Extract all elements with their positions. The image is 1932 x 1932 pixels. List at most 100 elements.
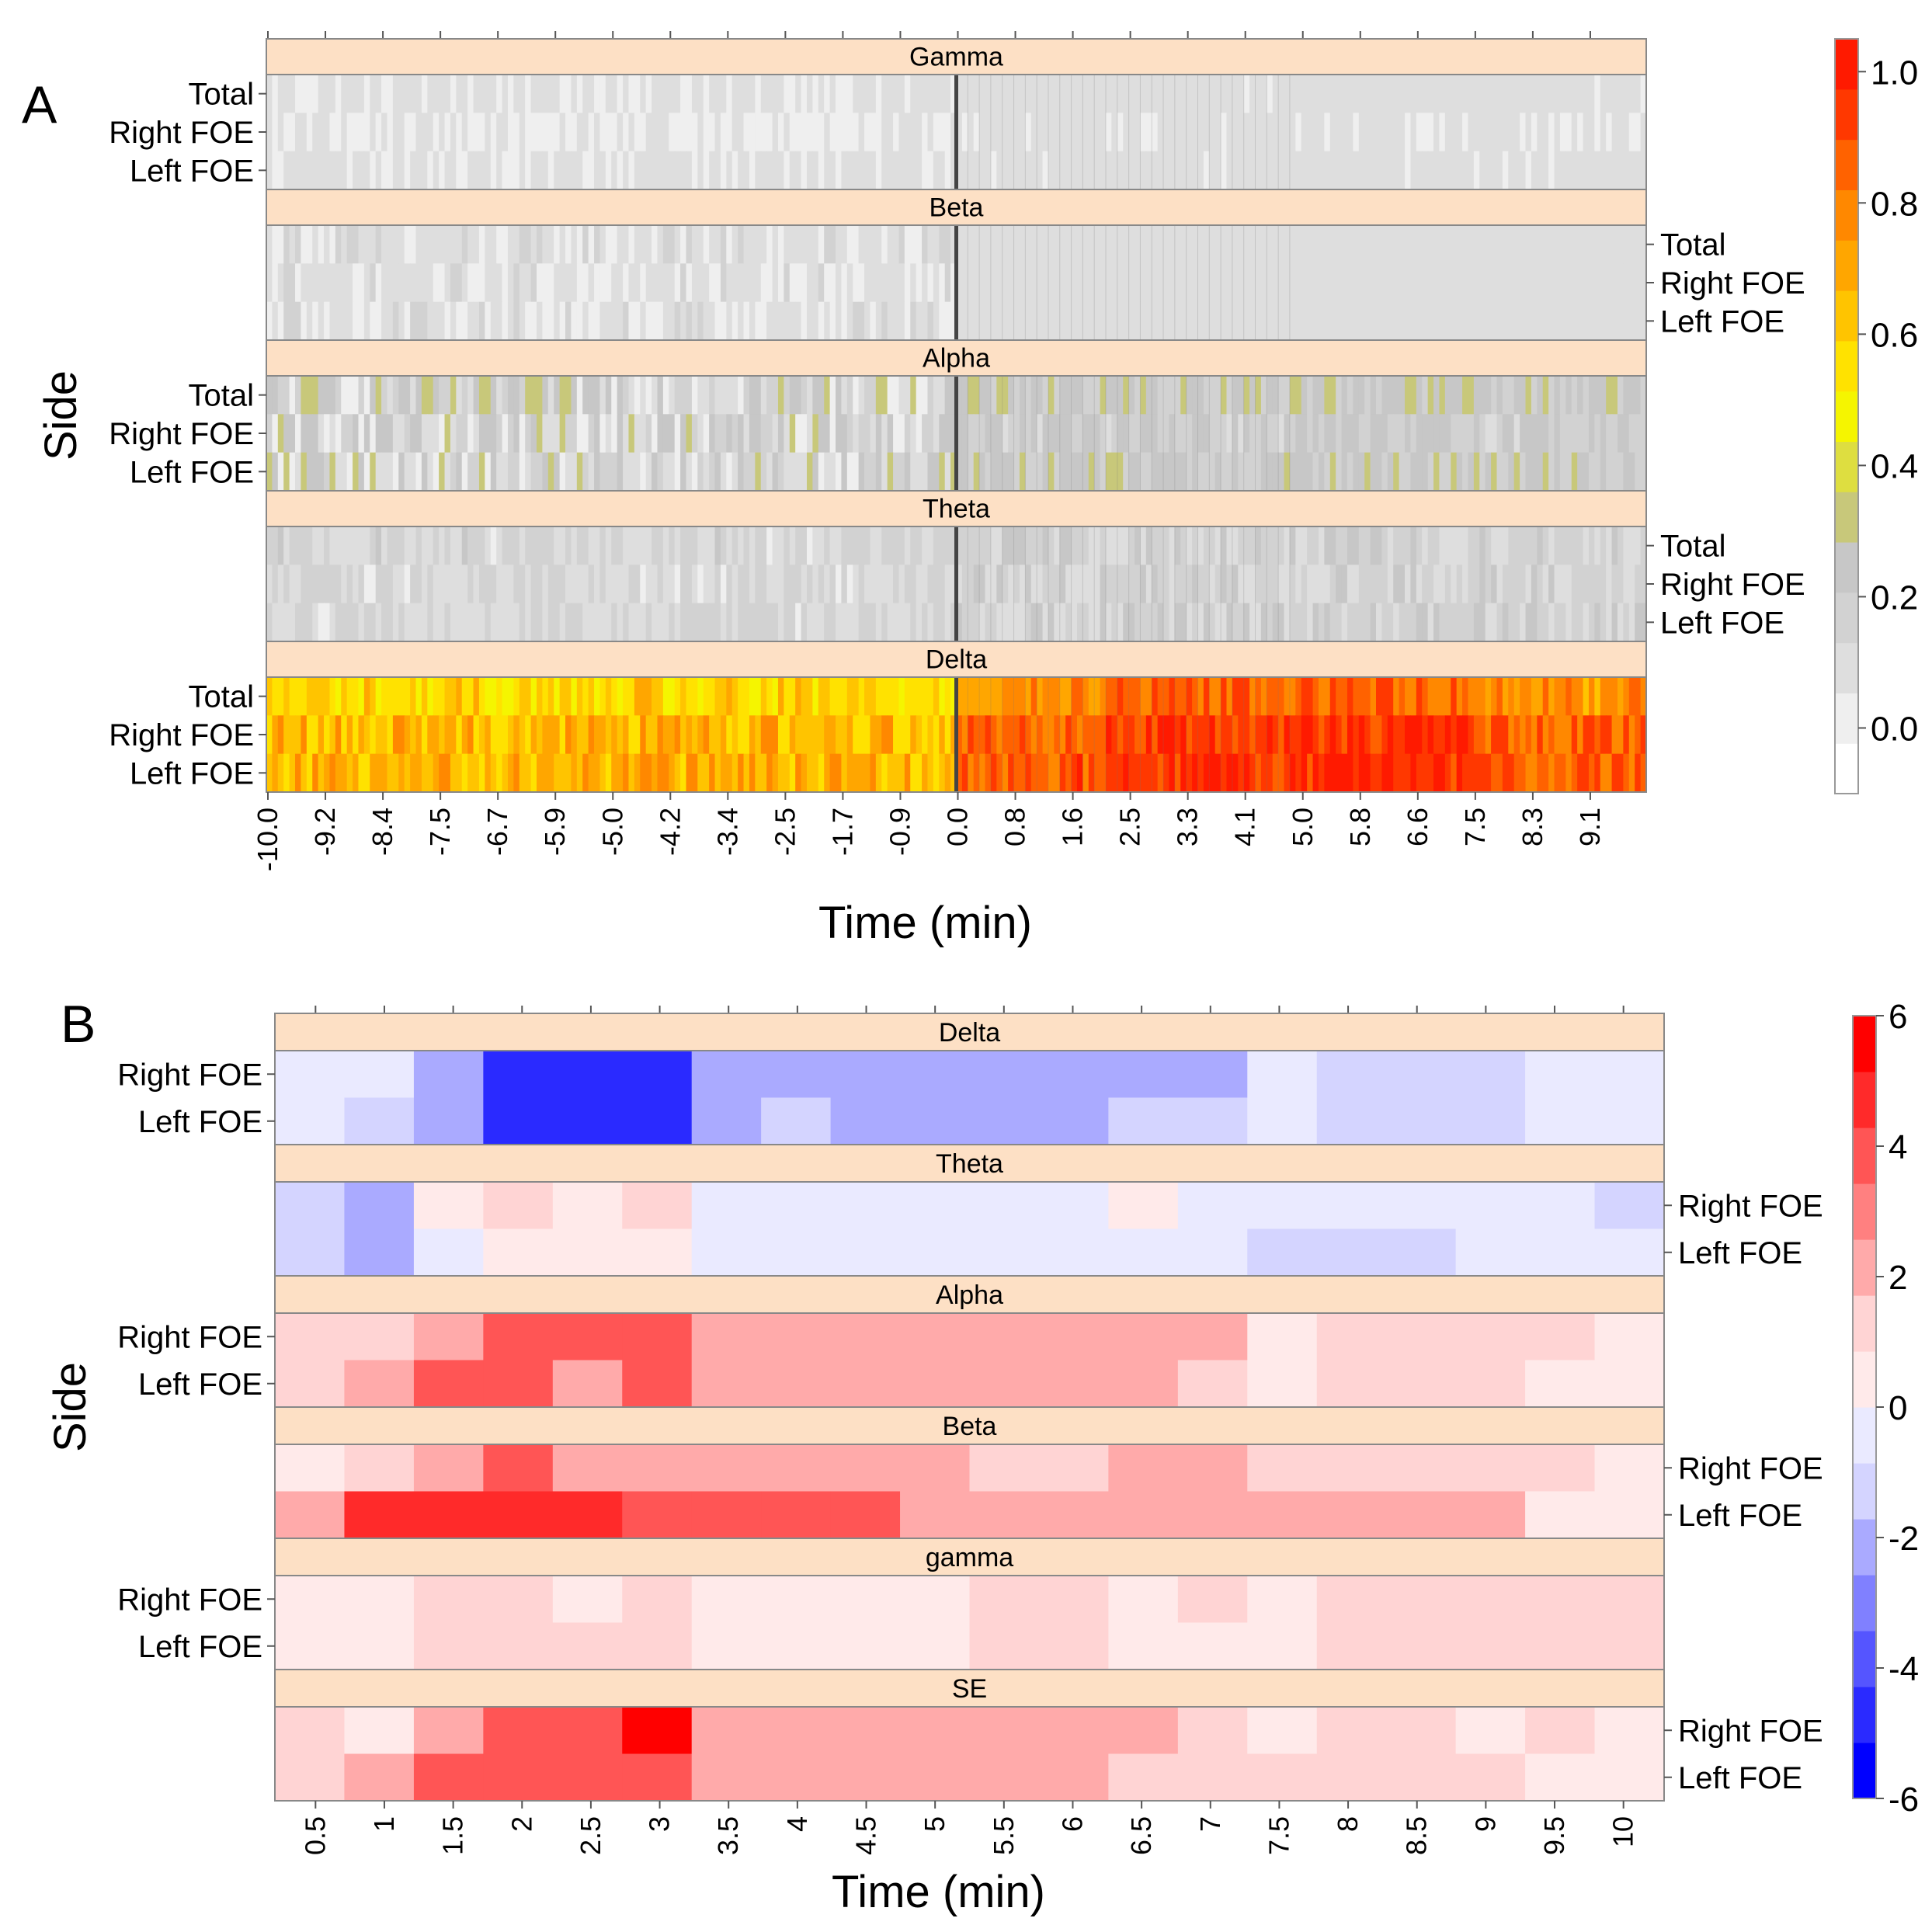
heatmap-cell: [714, 113, 721, 152]
row-label: Total: [189, 379, 255, 413]
heatmap-cell: [801, 603, 808, 642]
heatmap-cell: [623, 715, 630, 755]
heatmap-cell: [306, 414, 313, 453]
heatmap-cell: [289, 376, 296, 415]
heatmap-cell: [1019, 414, 1026, 453]
heatmap-cell: [968, 75, 975, 113]
heatmap-cell: [933, 526, 940, 565]
heatmap-cell: [927, 301, 934, 341]
heatmap-cell: [1485, 301, 1492, 341]
heatmap-cell: [335, 376, 342, 415]
heatmap-cell: [623, 75, 630, 113]
heatmap-cell: [439, 301, 446, 341]
heatmap-cell: [1106, 301, 1113, 341]
heatmap-cell: [1059, 225, 1066, 264]
heatmap-cell: [542, 603, 549, 642]
heatmap-cell: [1267, 603, 1274, 642]
heatmap-cell: [1364, 452, 1371, 492]
heatmap-cell: [622, 1360, 693, 1408]
heatmap-cell: [283, 677, 290, 716]
heatmap-cell: [1108, 1753, 1179, 1802]
heatmap-cell: [353, 753, 360, 793]
heatmap-cell: [1508, 677, 1515, 716]
heatmap-cell: [1135, 677, 1141, 716]
heatmap-cell: [306, 151, 313, 190]
heatmap-cell: [1444, 603, 1451, 642]
heatmap-cell: [1571, 301, 1578, 341]
heatmap-cell: [358, 151, 365, 190]
heatmap-cell: [1180, 715, 1187, 755]
heatmap-cell: [1594, 376, 1601, 415]
heatmap-cell: [1531, 603, 1538, 642]
heatmap-cell: [1042, 526, 1049, 565]
heatmap-cell: [1583, 75, 1590, 113]
heatmap-cell: [312, 677, 319, 716]
heatmap-cell: [1341, 565, 1348, 604]
heatmap-cell: [628, 526, 635, 565]
heatmap-cell: [1565, 113, 1572, 152]
heatmap-cell: [956, 753, 963, 793]
heatmap-cell: [640, 565, 647, 604]
heatmap-cell: [413, 1051, 484, 1099]
heatmap-cell: [496, 75, 503, 113]
heatmap-cell: [818, 225, 825, 264]
heatmap-cell: [657, 677, 664, 716]
heatmap-cell: [939, 151, 946, 190]
heatmap-cell: [387, 677, 394, 716]
heatmap-cell: [1169, 113, 1176, 152]
heatmap-cell: [669, 677, 676, 716]
heatmap-cell: [1611, 225, 1618, 264]
heatmap-cell: [944, 301, 951, 341]
heatmap-cell: [582, 225, 589, 264]
heatmap-cell: [1405, 677, 1412, 716]
heatmap-cell: [691, 75, 698, 113]
heatmap-cell: [1462, 75, 1469, 113]
heatmap-cell: [301, 565, 308, 604]
heatmap-cell: [761, 1707, 832, 1755]
heatmap-cell: [910, 414, 917, 453]
heatmap-cell: [738, 452, 745, 492]
heatmap-cell: [801, 677, 808, 716]
heatmap-cell: [275, 1444, 346, 1492]
heatmap-cell: [398, 452, 405, 492]
heatmap-cell: [864, 526, 871, 565]
heatmap-cell: [344, 1313, 415, 1361]
heatmap-cell: [1427, 263, 1434, 303]
heatmap-cell: [772, 151, 779, 190]
heatmap-cell: [1525, 1097, 1596, 1145]
heatmap-cell: [944, 414, 951, 453]
heatmap-cell: [283, 715, 290, 755]
heatmap-cell: [1038, 1228, 1109, 1277]
heatmap-cell: [1427, 526, 1434, 565]
heatmap-cell: [571, 75, 578, 113]
heatmap-cell: [1123, 715, 1130, 755]
heatmap-cell: [456, 75, 463, 113]
heatmap-cell: [1042, 753, 1049, 793]
heatmap-cell: [881, 715, 888, 755]
heatmap-cell: [1451, 565, 1458, 604]
heatmap-cell: [1640, 151, 1647, 190]
heatmap-cell: [760, 301, 767, 341]
heatmap-cell: [731, 526, 738, 565]
heatmap-cell: [1249, 113, 1256, 152]
heatmap-cell: [1174, 225, 1181, 264]
heatmap-cell: [1247, 1707, 1318, 1755]
heatmap-cell: [277, 151, 284, 190]
heatmap-cell: [950, 603, 957, 642]
heatmap-cell: [910, 565, 917, 604]
heatmap-cell: [933, 677, 940, 716]
colorbar-segment: [1835, 592, 1858, 644]
heatmap-cell: [324, 753, 331, 793]
heatmap-cell: [772, 565, 779, 604]
heatmap-cell: [1111, 565, 1118, 604]
heatmap-cell: [1336, 263, 1343, 303]
heatmap-cell: [485, 753, 492, 793]
heatmap-cell: [1094, 603, 1101, 642]
heatmap-cell: [1485, 603, 1492, 642]
heatmap-cell: [1399, 526, 1406, 565]
heatmap-cell: [1381, 565, 1388, 604]
heatmap-cell: [818, 151, 825, 190]
heatmap-cell: [427, 414, 434, 453]
heatmap-cell: [536, 151, 543, 190]
x-tick-label: 4.1: [1229, 808, 1261, 846]
